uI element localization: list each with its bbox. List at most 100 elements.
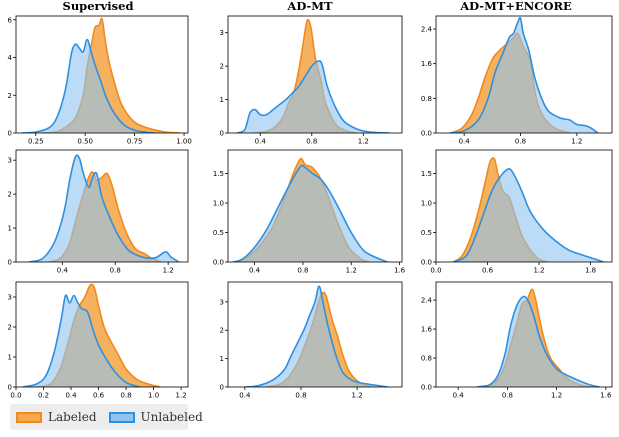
y-tick-label: 0.0 [421, 384, 432, 392]
plot-area [29, 154, 180, 262]
density-line-unlabeled [232, 164, 388, 262]
panel-r1c1: 0.4 0.8 1.2 1.6 0.0 0.5 1.0 1.5 [213, 149, 406, 275]
legend: Labeled Unlabeled [10, 404, 203, 430]
x-tick-label: 0.75 [127, 138, 143, 146]
x-tick-label: 0.8 [110, 267, 121, 275]
y-tick-label: 0.8 [421, 95, 432, 103]
plot-area [452, 157, 604, 262]
axes-frame [15, 281, 189, 388]
x-tick-label: 1.6 [394, 267, 406, 275]
density-line-unlabeled [21, 38, 155, 133]
density-area-unlabeled [29, 155, 179, 262]
panel-r1c2: 0.0 0.6 1.2 1.8 0.0 0.5 1.0 1.5 [421, 149, 613, 275]
x-tick-label: 0.6 [482, 267, 494, 275]
density-line-unlabeled [452, 168, 604, 262]
y-tick-label: 1 [220, 96, 224, 104]
density-area-unlabeled [237, 60, 390, 133]
plot-area [476, 288, 600, 387]
y-tick-label: 1 [8, 225, 12, 233]
x-tick-label: 1.8 [585, 267, 596, 275]
panel-r0c0: 0.25 0.50 0.75 1.00 0 2 4 6 [8, 15, 192, 146]
plot-area [236, 18, 390, 133]
panel-r1c0: 0.4 0.8 1.2 0 1 2 3 [8, 149, 189, 275]
y-tick-label: 3 [8, 157, 12, 165]
y-tick-label: 1.0 [421, 200, 432, 208]
legend-item-labeled: Labeled [16, 410, 97, 424]
y-tick-label: 2.4 [421, 26, 433, 34]
y-tick-label: 2 [8, 92, 12, 100]
y-tick-label: 1 [220, 355, 224, 363]
density-area-unlabeled [450, 17, 598, 133]
y-tick-label: 6 [8, 16, 13, 24]
y-tick-label: 3 [8, 294, 12, 302]
y-tick-label: 1.5 [213, 170, 224, 178]
density-line-unlabeled [449, 16, 599, 133]
y-tick-label: 2.4 [421, 297, 433, 305]
y-tick-label: 2 [8, 324, 12, 332]
legend-label-labeled: Labeled [48, 410, 97, 424]
density-line-unlabeled [476, 295, 600, 387]
axes-frame [15, 149, 189, 263]
y-tick-label: 3 [220, 298, 224, 306]
y-tick-label: 1 [8, 354, 12, 362]
x-tick-label: 1.2 [358, 138, 369, 146]
y-tick-label: 2 [220, 63, 224, 71]
x-tick-label: 1.2 [571, 138, 582, 146]
axes-frame [227, 281, 403, 388]
x-tick-label: 1.00 [176, 138, 192, 146]
panel-r0c2: 0.4 0.8 1.2 0.0 0.8 1.6 2.4 [421, 15, 613, 146]
column-title-supervised: Supervised [63, 0, 134, 13]
density-area-labeled [41, 18, 181, 133]
x-tick-label: 1.0 [148, 392, 159, 400]
density-line-unlabeled [236, 60, 390, 133]
column-title-ad-mt: AD-MT [286, 0, 333, 13]
x-tick-label: 0.8 [121, 392, 132, 400]
axes-frame [227, 15, 403, 134]
plot-area [232, 157, 388, 262]
y-tick-label: 3 [220, 29, 224, 37]
legend-item-unlabeled: Unlabeled [108, 410, 203, 424]
legend-label-unlabeled: Unlabeled [140, 410, 203, 424]
x-tick-label: 1.2 [352, 392, 363, 400]
x-tick-label: 1.2 [533, 267, 544, 275]
x-tick-label: 1.2 [176, 392, 187, 400]
y-tick-label: 1.5 [421, 170, 432, 178]
x-tick-label: 0.0 [430, 267, 441, 275]
y-tick-label: 1.0 [213, 200, 224, 208]
panel-r2c0: 0.0 0.2 0.4 0.6 0.8 1.0 1.2 0 1 2 3 [8, 281, 189, 400]
x-tick-label: 0.4 [239, 392, 251, 400]
x-tick-label: 0.4 [57, 267, 69, 275]
density-area-unlabeled [453, 168, 604, 262]
y-tick-label: 0.0 [213, 259, 224, 267]
x-tick-label: 0.4 [65, 392, 77, 400]
density-line-unlabeled [244, 285, 389, 387]
y-tick-label: 0.8 [421, 355, 432, 363]
y-tick-label: 0 [220, 130, 224, 138]
y-tick-label: 0 [8, 259, 12, 267]
x-tick-label: 0.8 [502, 392, 513, 400]
y-tick-label: 2 [8, 191, 12, 199]
axes-frame [435, 281, 613, 388]
panel-r0c1: 0.4 0.8 1.2 0 1 2 3 [220, 15, 403, 146]
axes-frame [435, 149, 613, 263]
y-tick-label: 4 [8, 54, 13, 62]
axes-frame [15, 15, 189, 134]
x-tick-label: 0.4 [459, 138, 471, 146]
panel-r2c1: 0.4 0.8 1.2 0 1 2 3 [220, 281, 403, 400]
density-line-unlabeled [29, 154, 180, 262]
x-tick-label: 0.4 [249, 267, 261, 275]
y-tick-label: 0.5 [421, 229, 432, 237]
y-tick-label: 0 [220, 384, 224, 392]
x-tick-label: 0.8 [306, 138, 317, 146]
y-tick-label: 2 [220, 327, 224, 335]
x-tick-label: 0.25 [28, 138, 44, 146]
x-tick-label: 1.2 [346, 267, 357, 275]
plot-area [21, 17, 181, 133]
axes-frame [435, 15, 613, 134]
x-tick-label: 1.2 [551, 392, 562, 400]
x-tick-label: 1.2 [163, 267, 174, 275]
x-tick-label: 1.6 [600, 392, 612, 400]
x-tick-label: 0.0 [10, 392, 21, 400]
density-area-unlabeled [22, 295, 140, 387]
